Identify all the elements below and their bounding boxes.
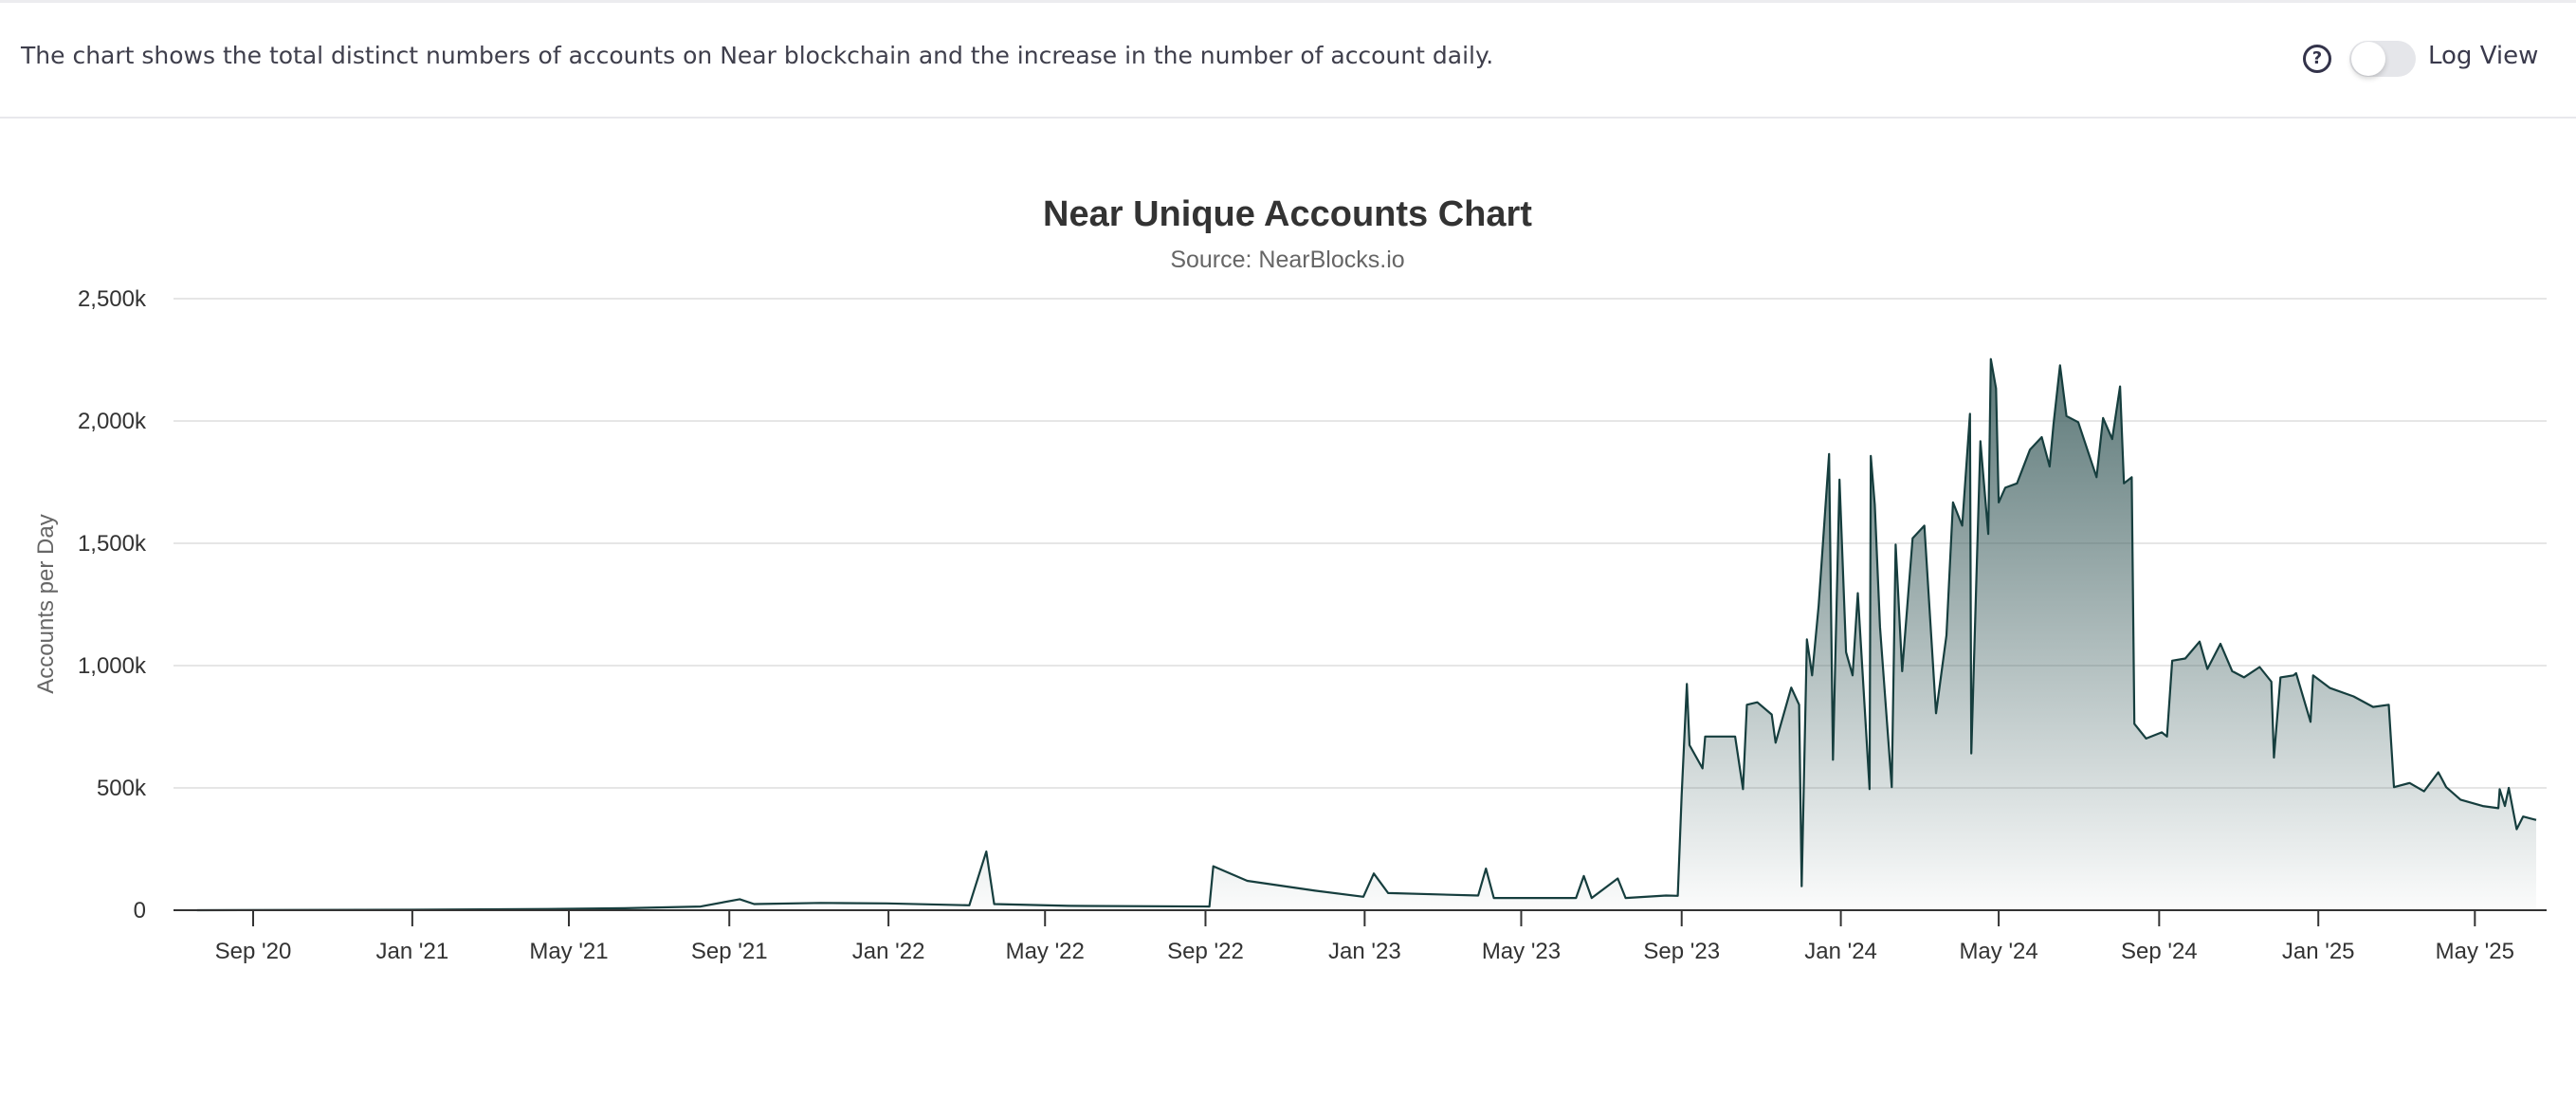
chart-subtitle: Source: NearBlocks.io xyxy=(1170,247,1404,273)
series-area xyxy=(196,358,2536,910)
x-tick-label: May '25 xyxy=(2436,939,2514,964)
series-line xyxy=(196,357,2537,912)
chart-title: Near Unique Accounts Chart xyxy=(1043,194,1532,234)
y-tick-label: 2,500k xyxy=(78,286,147,312)
y-tick-label: 500k xyxy=(97,776,147,801)
x-tick-label: Jan '21 xyxy=(376,939,449,964)
question-circle-icon[interactable]: ? xyxy=(2303,45,2331,73)
top-border xyxy=(0,0,2576,3)
x-tick-label: Sep '24 xyxy=(2121,939,2198,964)
x-tick-label: Sep '21 xyxy=(691,939,768,964)
x-tick-label: Sep '20 xyxy=(215,939,292,964)
log-view-label: Log View xyxy=(2428,42,2539,70)
y-tick-label: 0 xyxy=(134,898,146,923)
chart-description: The chart shows the total distinct numbe… xyxy=(21,42,1494,69)
log-view-toggle[interactable] xyxy=(2349,41,2416,77)
x-tick-label: Sep '22 xyxy=(1167,939,1244,964)
y-tick-label: 1,000k xyxy=(78,653,147,679)
x-tick-label: May '22 xyxy=(1006,939,1085,964)
y-tick-label: 2,000k xyxy=(78,409,147,434)
toggle-knob[interactable] xyxy=(2351,42,2385,76)
x-tick-label: Jan '24 xyxy=(1804,939,1877,964)
x-tick-label: Sep '23 xyxy=(1643,939,1720,964)
x-tick-label: May '21 xyxy=(529,939,608,964)
x-tick-label: Jan '25 xyxy=(2282,939,2355,964)
x-tick-label: Jan '22 xyxy=(852,939,925,964)
y-axis-title: Accounts per Day xyxy=(33,514,59,693)
x-tick-label: Jan '23 xyxy=(1328,939,1401,964)
y-tick-label: 1,500k xyxy=(78,531,147,557)
chart-header-bar xyxy=(0,3,2576,119)
x-tick-label: May '23 xyxy=(1482,939,1561,964)
x-tick-label: May '24 xyxy=(1959,939,2037,964)
